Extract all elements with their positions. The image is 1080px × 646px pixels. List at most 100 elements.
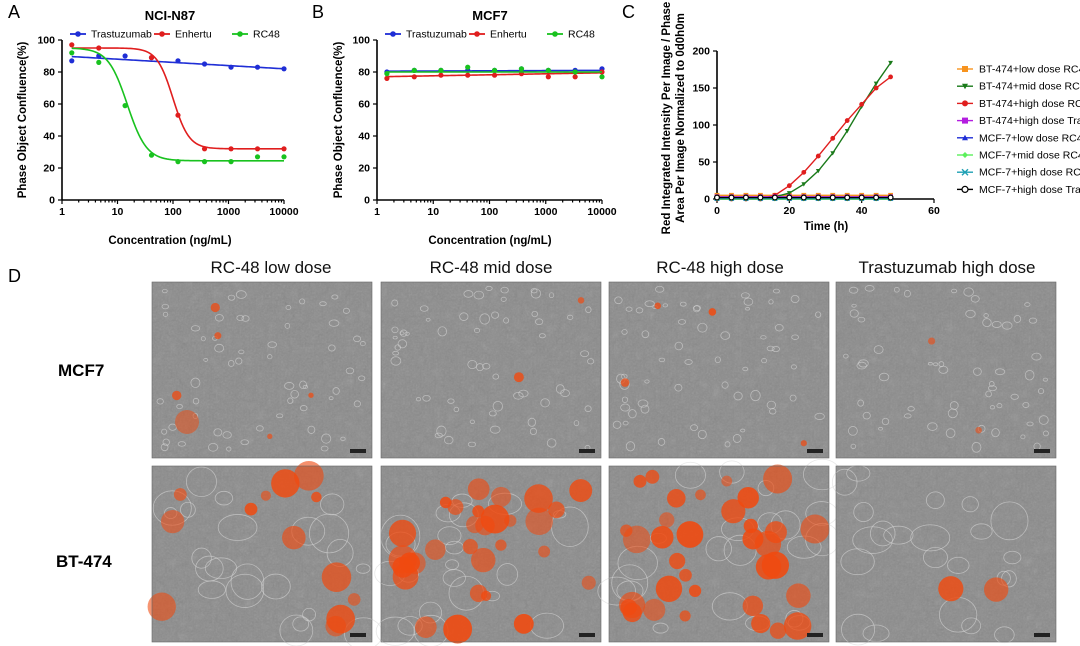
cell-outline bbox=[292, 616, 310, 632]
cell-outline bbox=[768, 299, 774, 305]
chart-a-data-point bbox=[201, 159, 208, 165]
cell-outline bbox=[267, 354, 273, 360]
cell-outline bbox=[597, 576, 637, 606]
cell-outline bbox=[857, 399, 864, 407]
panel-label-b: B bbox=[312, 2, 324, 22]
chart-c-series-line bbox=[717, 76, 892, 200]
micrograph-border bbox=[835, 281, 1057, 459]
cell-outline bbox=[353, 335, 362, 343]
chart-c-legend-label: BT-474+high dose Trastuzumab bbox=[979, 115, 1080, 127]
micrograph-image bbox=[151, 281, 373, 459]
micrograph-grain bbox=[836, 466, 1056, 642]
red-fluorescence bbox=[783, 612, 812, 640]
chart-b-data-point bbox=[411, 67, 417, 73]
chart-a-x-tick-label: 1000 bbox=[217, 206, 241, 218]
cell-outline bbox=[766, 345, 775, 352]
cell-outline bbox=[640, 404, 650, 414]
chart-a-data-point bbox=[175, 112, 181, 118]
cell-outline bbox=[214, 314, 224, 322]
chart-b-y-tick-label: 40 bbox=[358, 131, 370, 143]
red-fluorescence bbox=[260, 490, 271, 501]
red-fluorescence bbox=[743, 518, 758, 534]
cell-outline bbox=[733, 391, 743, 401]
red-fluorescence bbox=[214, 332, 222, 340]
chart-a-data-point bbox=[96, 45, 102, 51]
chart-a-x-tick-label: 1 bbox=[59, 206, 65, 218]
cell-outline bbox=[970, 523, 993, 540]
micrograph-image bbox=[597, 458, 842, 643]
chart-c-legend-marker bbox=[962, 117, 968, 124]
red-fluorescence bbox=[244, 502, 258, 516]
red-fluorescence bbox=[577, 297, 585, 304]
cell-outline bbox=[1037, 388, 1045, 395]
cell-outline bbox=[697, 429, 707, 440]
red-fluorescence bbox=[447, 499, 464, 515]
red-fluorescence bbox=[210, 302, 220, 313]
cell-outline bbox=[790, 294, 800, 304]
cell-outline bbox=[358, 375, 366, 382]
red-fluorescence bbox=[751, 613, 771, 634]
cell-outline bbox=[652, 622, 669, 634]
cell-outline bbox=[419, 305, 429, 312]
chart-c: Time (h) Red Integrated Intensity Per Im… bbox=[661, 2, 1080, 235]
cell-outline bbox=[535, 318, 544, 326]
chart-b-data-point bbox=[572, 69, 578, 75]
cell-outline bbox=[655, 285, 665, 293]
cell-outline bbox=[580, 350, 590, 358]
chart-b-legend-label: RC48 bbox=[568, 29, 595, 41]
red-fluorescence bbox=[708, 308, 717, 316]
cell-outline bbox=[658, 357, 666, 363]
cell-outline bbox=[238, 349, 245, 355]
chart-a-title: NCI-N87 bbox=[145, 8, 196, 23]
cell-outline bbox=[227, 359, 235, 367]
chart-a-y-tick-label: 100 bbox=[37, 35, 55, 47]
red-fluorescence bbox=[721, 475, 733, 487]
cell-outline bbox=[200, 336, 206, 342]
row-label-mcf7: MCF7 bbox=[58, 361, 104, 380]
cell-outline bbox=[843, 353, 849, 359]
cell-outline bbox=[907, 406, 915, 412]
cell-outline bbox=[850, 443, 857, 450]
chart-c-data-point bbox=[713, 194, 720, 201]
chart-c-data-point bbox=[786, 191, 792, 196]
red-fluorescence bbox=[645, 469, 660, 484]
cell-outline bbox=[488, 410, 497, 417]
cell-outline bbox=[204, 557, 238, 580]
chart-c-legend-marker bbox=[962, 134, 968, 141]
cell-outline bbox=[982, 318, 992, 328]
cell-outline bbox=[994, 626, 1015, 644]
cell-outline bbox=[1042, 430, 1049, 437]
cell-outline bbox=[622, 420, 629, 426]
red-fluorescence bbox=[786, 583, 811, 608]
cell-outline bbox=[390, 356, 402, 366]
chart-b-x-tick-label: 10000 bbox=[587, 206, 616, 218]
red-fluorescence bbox=[161, 509, 185, 534]
chart-c-data-point bbox=[859, 101, 865, 107]
cell-outline bbox=[207, 443, 219, 452]
cell-outline bbox=[177, 441, 186, 447]
cell-outline bbox=[772, 288, 780, 294]
chart-b-x-tick-label: 1 bbox=[374, 206, 380, 218]
scale-bar bbox=[1034, 449, 1050, 453]
cell-outline bbox=[927, 362, 933, 366]
cell-outline bbox=[961, 617, 982, 635]
red-fluorescence bbox=[737, 486, 759, 509]
chart-b-xlabel: Concentration (ng/mL) bbox=[428, 235, 551, 247]
cell-outline bbox=[453, 406, 460, 413]
chart-c-data-point bbox=[815, 153, 821, 159]
chart-c-legend-label: MCF-7+high dose RC48 bbox=[979, 167, 1080, 179]
chart-a-data-point bbox=[175, 58, 181, 64]
cell-outline bbox=[870, 520, 896, 547]
chart-a-data-point bbox=[69, 42, 75, 48]
red-fluorescence bbox=[443, 614, 473, 644]
cell-outline bbox=[285, 304, 292, 310]
cell-outline bbox=[910, 524, 951, 552]
panel-label-c: C bbox=[622, 2, 635, 22]
cell-outline bbox=[226, 446, 232, 452]
chart-b-data-point bbox=[518, 66, 525, 72]
cell-outline bbox=[1003, 550, 1022, 565]
chart-b-x-tick-label: 1000 bbox=[534, 206, 558, 218]
chart-c-legend-label: BT-474+mid dose RC48 bbox=[979, 81, 1080, 93]
scale-bar bbox=[807, 449, 823, 453]
chart-c-x-tick-label: 60 bbox=[928, 205, 940, 217]
